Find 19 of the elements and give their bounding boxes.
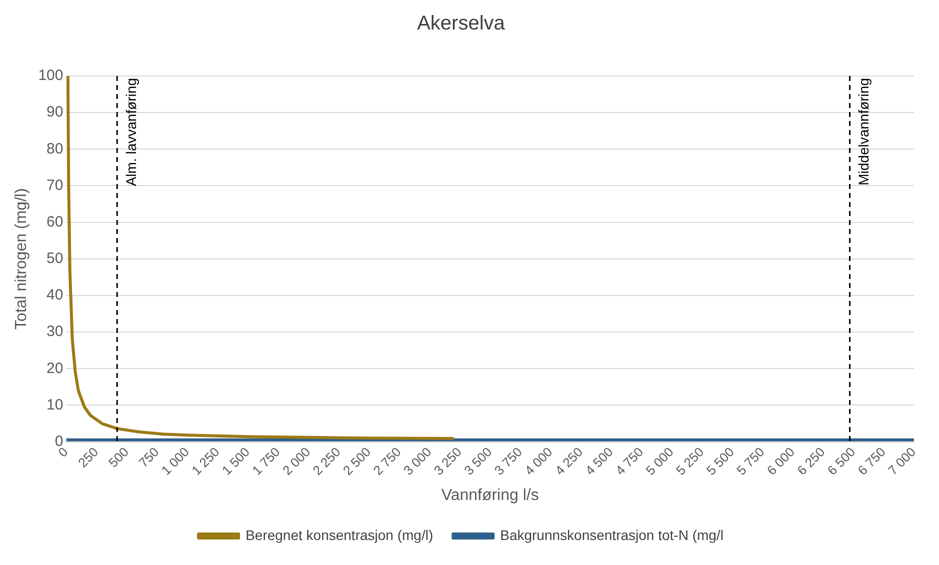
y-tick-label: 10	[46, 396, 64, 414]
y-tick-label: 50	[46, 250, 64, 268]
ref-line-label: Middelvannføring	[856, 78, 872, 186]
legend-label: Bakgrunnskonsentrasjon tot-N (mg/l	[500, 526, 724, 543]
y-tick-label: 100	[38, 67, 64, 84]
y-tick-label: 30	[46, 323, 64, 340]
x-axis-title: Vannføring l/s	[441, 486, 539, 504]
y-axis-title: Total nitrogen (mg/l)	[13, 188, 30, 330]
y-tick-label: 90	[46, 104, 64, 121]
y-tick-label: 20	[46, 360, 64, 377]
ref-line-label: Alm. lavvanføring	[122, 78, 139, 186]
chart-title: Akerselva	[417, 12, 506, 35]
y-tick-label: 70	[46, 176, 64, 194]
x-tick-label: 500	[105, 444, 132, 470]
y-tick-label: 60	[46, 213, 64, 230]
legend-label: Beregnet konsentrasjon (mg/l)	[246, 526, 434, 543]
x-tick-label: 250	[75, 444, 102, 470]
y-tick-label: 80	[46, 140, 64, 158]
y-tick-label: 40	[46, 286, 64, 304]
